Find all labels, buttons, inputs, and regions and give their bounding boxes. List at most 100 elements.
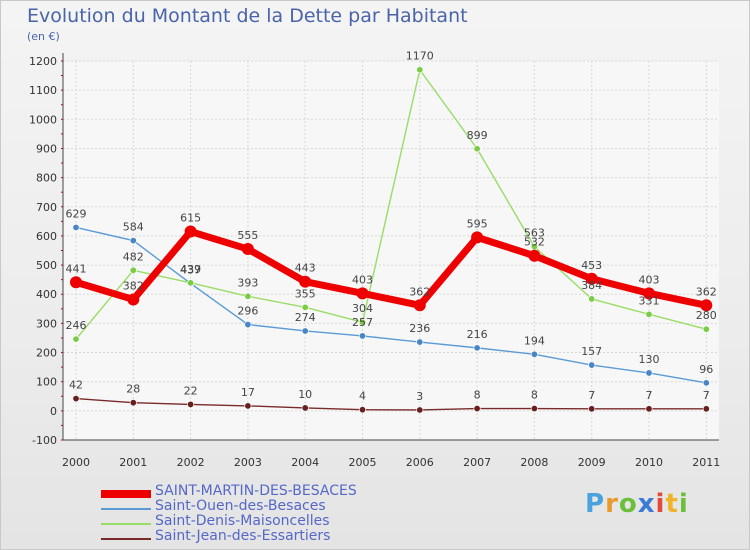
- data-label: 96: [699, 363, 713, 376]
- x-tick-label: 2009: [578, 456, 606, 469]
- data-label: 304: [352, 302, 373, 315]
- x-tick-label: 2006: [406, 456, 434, 469]
- legend-label: Saint-Denis-Maisoncelles: [155, 513, 330, 529]
- legend-swatch: [101, 538, 151, 540]
- series-line: [72, 228, 710, 309]
- logo-letter: i: [678, 489, 689, 519]
- y-tick-label: 800: [36, 172, 57, 185]
- y-tick-label: 600: [36, 230, 57, 243]
- data-label: 130: [639, 353, 660, 366]
- data-label: 437: [180, 263, 201, 276]
- data-point: [187, 400, 195, 408]
- data-label: 22: [184, 384, 198, 397]
- data-point: [473, 344, 481, 352]
- series-line: [75, 226, 707, 384]
- data-point: [645, 369, 653, 377]
- legend-label: SAINT-MARTIN-DES-BESACES: [155, 483, 357, 499]
- legend-swatch: [101, 490, 151, 498]
- data-point: [473, 145, 481, 153]
- data-point: [702, 379, 710, 387]
- x-tick-label: 2005: [349, 456, 377, 469]
- y-tick-label: -100: [32, 434, 57, 447]
- data-label: 441: [66, 262, 87, 275]
- data-label: 7: [588, 389, 595, 402]
- data-label: 615: [180, 212, 201, 225]
- data-label: 7: [703, 389, 710, 402]
- x-tick-label: 2008: [520, 456, 548, 469]
- data-point: [72, 223, 80, 231]
- data-label: 257: [352, 316, 373, 329]
- data-point: [588, 295, 596, 303]
- data-point: [129, 266, 137, 274]
- data-point: [473, 405, 481, 413]
- data-label: 4: [359, 390, 366, 403]
- logo-letter: P: [585, 489, 606, 519]
- data-point: [244, 402, 252, 410]
- x-tick-label: 2003: [234, 456, 262, 469]
- y-tick-label: 0: [50, 405, 57, 418]
- data-label: 157: [581, 345, 602, 358]
- data-point: [588, 361, 596, 369]
- logo-letter: o: [618, 489, 638, 519]
- data-point: [702, 405, 710, 413]
- logo-letter: t: [665, 489, 679, 519]
- data-label: 629: [66, 207, 87, 220]
- data-point: [129, 399, 137, 407]
- data-point: [244, 321, 252, 329]
- data-label: 236: [409, 322, 430, 335]
- y-tick-label: 300: [36, 317, 57, 330]
- series-line: [75, 69, 707, 340]
- data-point: [301, 327, 309, 335]
- data-label: 443: [295, 262, 316, 275]
- data-point: [645, 310, 653, 318]
- data-label: 482: [123, 250, 144, 263]
- data-point: [301, 303, 309, 311]
- data-label: 7: [646, 389, 653, 402]
- data-label: 899: [467, 129, 488, 142]
- data-label: 393: [237, 276, 258, 289]
- data-label: 42: [69, 379, 83, 392]
- data-label: 1170: [406, 50, 434, 63]
- y-tick-label: 500: [36, 259, 57, 272]
- x-tick-label: 2001: [119, 456, 147, 469]
- y-tick-label: 1100: [29, 84, 57, 97]
- legend-label: Saint-Jean-des-Essartiers: [155, 528, 331, 544]
- x-tick-label: 2011: [692, 456, 720, 469]
- data-point: [413, 299, 426, 312]
- y-tick-label: 1000: [29, 113, 57, 126]
- logo-letter: r: [605, 489, 619, 519]
- data-label: 584: [123, 221, 144, 234]
- data-point: [70, 276, 82, 289]
- data-point: [702, 325, 710, 333]
- data-label: 274: [295, 311, 316, 324]
- data-point: [471, 231, 484, 244]
- data-point: [301, 404, 309, 412]
- data-label: 532: [524, 236, 545, 249]
- x-tick-label: 2007: [463, 456, 491, 469]
- y-tick-label: 100: [36, 376, 57, 389]
- y-tick-label: 700: [36, 201, 57, 214]
- data-label: 17: [241, 386, 255, 399]
- data-label: 10: [298, 388, 312, 401]
- data-point: [530, 405, 538, 413]
- proxiti-logo: Proxiti: [585, 489, 689, 519]
- data-label: 362: [409, 285, 430, 298]
- data-label: 8: [531, 389, 538, 402]
- logo-letter: x: [637, 489, 656, 519]
- data-point: [588, 405, 596, 413]
- series-line: [75, 397, 707, 411]
- data-point: [530, 350, 538, 358]
- y-tick-label: 900: [36, 142, 57, 155]
- data-label: 403: [352, 273, 373, 286]
- y-tick-label: 400: [36, 288, 57, 301]
- data-label: 382: [123, 279, 144, 292]
- y-tick-label: 200: [36, 347, 57, 360]
- data-label: 362: [696, 285, 717, 298]
- data-label: 246: [66, 319, 87, 332]
- data-point: [184, 225, 197, 238]
- y-tick-label: 1200: [29, 55, 57, 68]
- plot-area: [63, 61, 719, 440]
- data-point: [700, 299, 713, 312]
- data-label: 453: [581, 259, 602, 272]
